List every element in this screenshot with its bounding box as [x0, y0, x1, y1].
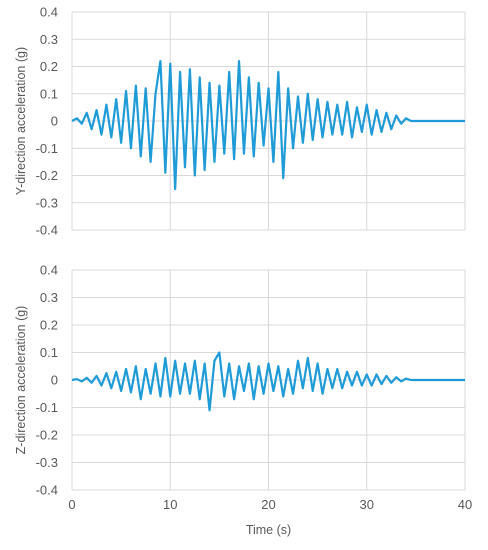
y-tick-label: -0.4 — [36, 483, 58, 498]
z-direction-chart: 0.4 0.3 0.2 0.1 0 -0.1 -0.2 -0.3 -0.4 0 10 20 30 40 Z-… — [14, 263, 472, 538]
y-tick-label: -0.1 — [36, 400, 58, 415]
x-tick-label: 10 — [163, 497, 177, 512]
y-axis-label: Z-direction acceleration (g) — [14, 306, 28, 455]
x-tick-label: 30 — [360, 497, 374, 512]
y-tick-label: 0 — [51, 373, 58, 388]
series-line — [71, 59, 465, 191]
y-tick-label: 0.3 — [40, 290, 58, 305]
y-tick-label: -0.4 — [36, 223, 58, 238]
y-tick-label: -0.3 — [36, 195, 58, 210]
y-tick-label: 0.3 — [40, 32, 58, 47]
y-tick-label: 0.2 — [40, 59, 58, 74]
y-tick-label: -0.1 — [36, 141, 58, 156]
y-tick-label: -0.3 — [36, 455, 58, 470]
y-tick-label: 0.1 — [40, 86, 58, 101]
y-axis-label: Y-direction acceleration (g) — [14, 47, 28, 195]
y-tick-label: 0 — [51, 114, 58, 129]
y-tick-label: 0.4 — [40, 5, 58, 20]
x-tick-label: 40 — [458, 497, 472, 512]
y-tick-label: -0.2 — [36, 428, 58, 443]
y-tick-label: 0.2 — [40, 318, 58, 333]
y-tick-label: 0.1 — [40, 345, 58, 360]
y-tick-label: 0.4 — [40, 263, 58, 278]
x-axis-label: Time (s) — [246, 523, 291, 537]
series-line — [71, 351, 465, 412]
y-direction-chart: 0.4 0.3 0.2 0.1 0 -0.1 -0.2 -0.3 -0.4 Y-direction… — [14, 5, 466, 238]
y-tick-label: -0.2 — [36, 168, 58, 183]
x-tick-label: 0 — [68, 497, 75, 512]
x-tick-label: 20 — [261, 497, 275, 512]
